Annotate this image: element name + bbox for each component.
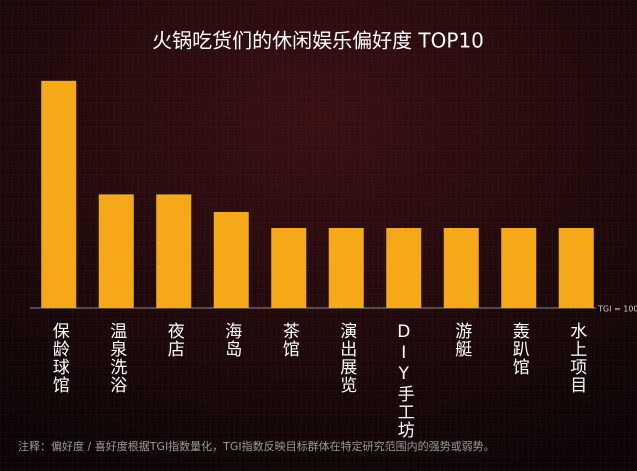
x-tick-label: 保龄球馆 bbox=[49, 322, 70, 394]
x-tick-label: 温泉洗浴 bbox=[106, 322, 127, 394]
x-tick-label: 夜店 bbox=[164, 322, 185, 358]
x-tick-label: 轰趴馆 bbox=[509, 322, 530, 376]
x-tick-label: 海岛 bbox=[221, 322, 242, 358]
bar bbox=[98, 194, 134, 308]
bar bbox=[501, 228, 537, 308]
x-tick-label: 水上项目 bbox=[566, 322, 587, 394]
bar bbox=[213, 212, 249, 308]
bar bbox=[443, 228, 479, 308]
bar bbox=[386, 228, 422, 308]
footnote: 注释：偏好度 / 喜好度根据TGI指数量化，TGI指数反映目标群体在特定研究范围… bbox=[18, 439, 495, 453]
bar bbox=[271, 228, 307, 308]
x-tick-label: 茶馆 bbox=[279, 322, 300, 358]
bar bbox=[156, 194, 192, 308]
x-tick-label: 游艇 bbox=[451, 322, 472, 358]
bar bbox=[558, 228, 594, 308]
bar bbox=[41, 80, 77, 308]
chart-title: 火锅吃货们的休闲娱乐偏好度 TOP10 bbox=[152, 29, 484, 53]
x-tick-label: DIY手工坊 bbox=[394, 322, 415, 439]
baseline-label: TGI = 100 bbox=[597, 305, 637, 314]
x-tick-label: 演出展览 bbox=[336, 322, 357, 394]
bar bbox=[328, 228, 364, 308]
